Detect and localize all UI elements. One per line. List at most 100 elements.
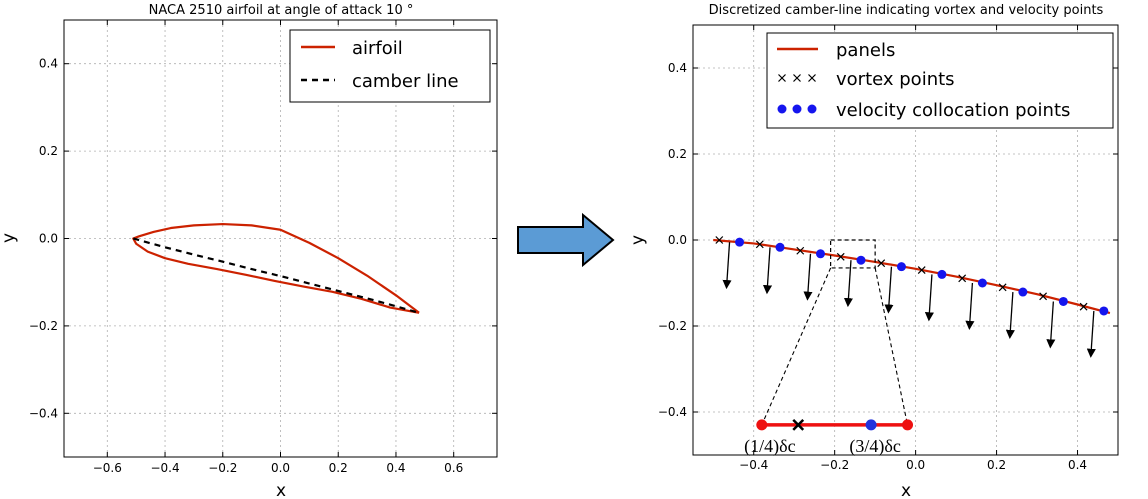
- discretized-chart-legend: panels vortex points velocity collocatio…: [766, 32, 1114, 129]
- y-tick-label: 0.0: [668, 233, 687, 247]
- vortex-point-marker: [796, 246, 805, 255]
- vortex-point-marker: [998, 283, 1007, 292]
- vortex-point-stroke: [755, 240, 764, 249]
- x-tick-label: −0.6: [93, 461, 122, 475]
- legend-vortex-mark: [778, 74, 786, 82]
- vortex-point-stroke: [836, 252, 845, 261]
- camber-line-series-line: [132, 237, 420, 314]
- y-tick-label: 0.4: [668, 61, 687, 75]
- normal-vector-arrow: [1086, 310, 1096, 358]
- legend-label-camber-line: camber line: [352, 71, 459, 92]
- legend-collocation-mark: [792, 104, 802, 114]
- airfoil-series-line: [132, 222, 420, 314]
- x-tick-label: 0.4: [386, 461, 405, 475]
- x-tick-label: −0.2: [208, 461, 237, 475]
- legend-swatch-velocity-collocation-points: [777, 104, 817, 114]
- collocation-point-marker: [1058, 296, 1068, 306]
- collocation-point-marker: [1018, 287, 1028, 297]
- vortex-point-marker: [917, 266, 926, 275]
- zoom-panel-endpoint: [756, 419, 768, 431]
- airfoil-chart-ylabel: y: [0, 233, 19, 243]
- airfoil-chart-ticks: −0.6 −0.4 −0.2 0.0 0.2 0.4 0.6 0.4 0.2 0.0 −0.2 −0.…: [29, 20, 497, 475]
- legend-label-panels: panels: [836, 40, 895, 61]
- vortex-point-marker: [877, 259, 886, 268]
- y-tick-label: −0.4: [658, 405, 687, 419]
- vortex-point-stroke: [715, 236, 724, 244]
- x-tick-label: 0.2: [987, 458, 1006, 472]
- vortex-point-marker: [1039, 292, 1048, 301]
- vortex-point-marker: [958, 274, 967, 283]
- normal-vector-arrow: [1046, 301, 1056, 349]
- zoom-label-three-quarter: (3/4)δc: [849, 436, 900, 457]
- normal-vector-arrow: [924, 274, 934, 322]
- x-tick-label: 0.0: [906, 458, 925, 472]
- legend-label-vortex-points: vortex points: [836, 69, 955, 90]
- collocation-point-marker: [775, 242, 785, 252]
- vortex-point-stroke: [998, 283, 1007, 292]
- discretized-chart-plot: [713, 236, 1111, 431]
- vortex-point-marker: [836, 252, 845, 261]
- normal-vector-arrow: [884, 266, 894, 314]
- zoom-connector-left: [761, 267, 832, 426]
- normal-vector-arrow: [762, 247, 773, 295]
- legend-vortex-mark: [808, 74, 816, 82]
- vortex-point-stroke: [796, 246, 805, 255]
- airfoil-chart-plot: [132, 222, 420, 314]
- y-tick-label: 0.4: [39, 57, 58, 71]
- airfoil-legend-box: [289, 29, 491, 103]
- discretized-chart-title: Discretized camber-line indicating vorte…: [709, 3, 1104, 18]
- zoom-label-quarter: (1/4)δc: [744, 436, 795, 457]
- collocation-point-marker: [856, 255, 866, 265]
- vortex-point-stroke: [1039, 292, 1048, 301]
- y-tick-label: −0.2: [658, 319, 687, 333]
- x-tick-label: −0.2: [820, 458, 849, 472]
- legend-label-airfoil: airfoil: [352, 38, 403, 59]
- zoom-connector-right: [874, 267, 909, 426]
- x-tick-label: −0.4: [150, 461, 179, 475]
- discretized-chart-ticks: −0.4 −0.2 0.0 0.2 0.4 0.4 0.2 0.0 −0.2 −0.4: [658, 25, 1118, 472]
- y-tick-label: −0.4: [29, 406, 58, 420]
- x-tick-label: 0.2: [329, 461, 348, 475]
- normal-vector-arrow: [1005, 291, 1015, 339]
- discretized-legend-box: [766, 32, 1114, 129]
- airfoil-chart-xlabel: x: [276, 481, 286, 499]
- zoom-box: [830, 239, 876, 269]
- legend-collocation-mark: [807, 104, 817, 114]
- transform-arrow-icon: [517, 212, 615, 268]
- zoom-collocation-point: [865, 419, 877, 431]
- normal-vector-arrow: [803, 253, 813, 301]
- collocation-point-marker: [735, 237, 745, 247]
- y-tick-label: 0.2: [39, 144, 58, 158]
- discretized-chart-xlabel: x: [901, 481, 911, 499]
- normal-vector-arrow: [965, 282, 975, 330]
- x-tick-label: 0.6: [444, 461, 463, 475]
- vortex-point-marker: [1079, 302, 1088, 311]
- vortex-point-stroke: [1079, 302, 1088, 311]
- vortex-point-marker: [715, 236, 724, 244]
- discretized-chart: Discretized camber-line indicating vorte…: [628, 3, 1119, 499]
- y-tick-label: −0.2: [29, 319, 58, 333]
- collocation-point-marker: [1099, 306, 1109, 316]
- panels-series-line: [713, 238, 1111, 315]
- vortex-point-marker: [755, 240, 764, 249]
- x-tick-label: 0.0: [271, 461, 290, 475]
- collocation-point-marker: [977, 278, 987, 288]
- normal-vector-arrow: [843, 260, 853, 308]
- vortex-point-stroke: [958, 274, 967, 283]
- zoom-vortex-point: [792, 419, 805, 431]
- legend-swatch-vortex-points: [778, 74, 816, 82]
- collocation-point-marker: [896, 262, 906, 272]
- zoom-vortex-stroke: [792, 419, 805, 431]
- legend-label-velocity-collocation-points: velocity collocation points: [836, 100, 1070, 121]
- collocation-point-marker: [816, 249, 825, 259]
- vortex-point-stroke: [917, 266, 926, 275]
- y-tick-label: 0.2: [668, 147, 687, 161]
- x-tick-label: 0.4: [1068, 458, 1087, 472]
- zoom-panel-endpoint: [902, 419, 914, 431]
- x-tick-label: −0.4: [739, 458, 768, 472]
- airfoil-chart: NACA 2510 airfoil at angle of attack 10 …: [0, 3, 498, 499]
- vortex-point-stroke: [877, 259, 886, 268]
- legend-vortex-mark: [793, 74, 801, 82]
- discretized-chart-ylabel: y: [628, 235, 648, 245]
